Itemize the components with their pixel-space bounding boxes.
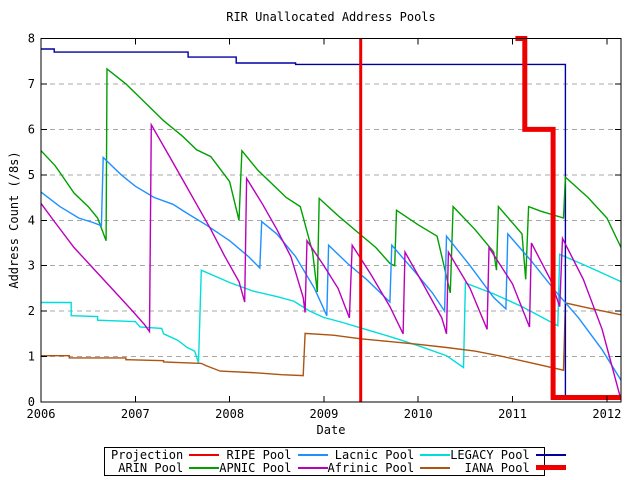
legend-item-legacy-pool: LEGACY Pool (450, 448, 566, 463)
legend-label: APNIC Pool (219, 460, 292, 475)
series-line-iana-pool (515, 36, 621, 400)
x-tick-label: 2012 (592, 407, 621, 421)
series-line-ripe-pool (40, 155, 622, 381)
legend-line-sample (189, 466, 220, 469)
x-tick-label: 2008 (215, 407, 244, 421)
legend-label: ARIN Pool (118, 460, 184, 475)
y-tick-label: 2 (28, 304, 35, 318)
y-tick-label: 3 (28, 259, 35, 273)
legend-item-iana-pool: IANA Pool (450, 460, 566, 475)
legend-item-arin-pool: ARIN Pool (111, 460, 220, 475)
legend-line-sample (420, 454, 451, 457)
y-tick-label: 5 (28, 168, 35, 182)
legend-line-sample (297, 466, 328, 469)
x-tick-label: 2011 (498, 407, 527, 421)
legend-item-apnic-pool: APNIC Pool (219, 460, 328, 475)
legend-line-sample (535, 465, 566, 471)
y-tick-label: 7 (28, 77, 35, 91)
y-tick-label: 0 (28, 395, 35, 409)
y-tick-label: 4 (28, 213, 35, 227)
series-line-legacy-pool (41, 48, 621, 398)
legend-line-sample (297, 454, 328, 457)
x-tick-label: 2007 (121, 407, 150, 421)
legend-label: Afrinic Pool (327, 460, 415, 475)
legend-line-sample (535, 454, 566, 457)
y-tick-label: 8 (28, 32, 35, 46)
legend-line-sample (189, 454, 220, 457)
chart-title: RIR Unallocated Address Pools (226, 10, 436, 24)
x-tick-label: 2010 (404, 407, 433, 421)
legend-label: IANA Pool (464, 460, 530, 475)
series-line-afrinic-pool (41, 302, 622, 377)
legend-item-ripe-pool: RIPE Pool (219, 448, 328, 463)
legend-label: LEGACY Pool (450, 448, 530, 463)
legend-item-afrinic-pool: Afrinic Pool (328, 462, 451, 474)
legend-label: Lacnic Pool (334, 448, 415, 463)
legend-label: RIPE Pool (226, 448, 292, 463)
legend-label: Projection (111, 448, 184, 463)
x-tick-label: 2009 (309, 407, 338, 421)
y-tick-label: 6 (28, 122, 35, 136)
chart-legend: Projection RIPE Pool Lacnic Pool LEGACY Poo… (104, 447, 566, 476)
x-axis-label: Date (316, 423, 346, 437)
legend-item-projection: Projection (111, 448, 220, 463)
legend-item-lacnic-pool: Lacnic Pool (328, 449, 451, 461)
series-line-lacnic-pool (41, 253, 622, 369)
series-line-apnic-pool (40, 122, 621, 397)
legend-line-sample (420, 466, 451, 469)
y-tick-label: 1 (28, 350, 35, 364)
x-tick-label: 2006 (27, 407, 56, 421)
series-line-arin-pool (40, 67, 622, 294)
